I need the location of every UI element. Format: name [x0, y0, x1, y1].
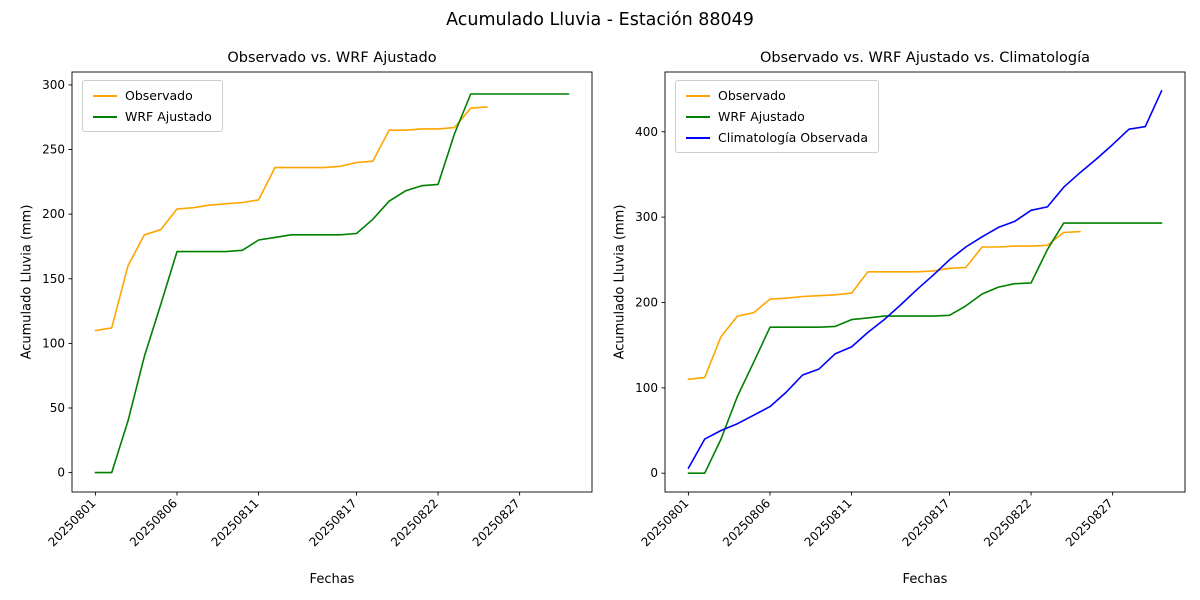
series-line-climatolog-a-observada [687, 90, 1163, 469]
x-tick-label: 20250801 [638, 496, 691, 549]
right-chart-xlabel: Fechas [902, 572, 948, 587]
legend-label: WRF Ajustado [125, 109, 212, 124]
legend-item: WRF Ajustado [686, 109, 868, 124]
legend-label: Climatología Observada [718, 130, 868, 145]
x-tick-label: 20250811 [802, 496, 855, 549]
legend-line-sample [93, 115, 117, 118]
axes-frame [664, 71, 1186, 493]
legend-line-sample [93, 94, 117, 97]
x-tick-label: 20250822 [981, 496, 1034, 549]
y-tick-label: 200 [635, 295, 658, 309]
x-tick-label: 20250817 [900, 496, 953, 549]
y-tick-label: 300 [635, 210, 658, 224]
x-tick-label: 20250822 [388, 496, 441, 549]
x-tick-label: 20250817 [307, 496, 360, 549]
legend-label: WRF Ajustado [718, 109, 805, 124]
legend-line-sample [686, 115, 710, 118]
left-chart-xlabel: Fechas [309, 572, 355, 587]
x-tick-label: 20250827 [1063, 496, 1116, 549]
x-tick-label: 20250806 [127, 496, 180, 549]
y-tick-label: 150 [42, 272, 65, 286]
legend-item: Climatología Observada [686, 130, 868, 145]
y-tick-label: 100 [42, 336, 65, 350]
series-line-wrf-ajustado [94, 93, 570, 474]
x-tick-label: 20250801 [45, 496, 98, 549]
x-tick-label: 20250806 [720, 496, 773, 549]
y-tick-label: 400 [635, 125, 658, 139]
series-line-wrf-ajustado [687, 222, 1163, 475]
series-line-observado [687, 230, 1081, 381]
legend-line-sample [686, 136, 710, 139]
y-tick-label: 250 [42, 143, 65, 157]
y-tick-label: 100 [635, 381, 658, 395]
y-tick-label: 0 [650, 466, 658, 480]
series-line-observado [94, 106, 488, 332]
left-chart-ylabel: Acumulado Lluvia (mm) [19, 204, 35, 360]
y-tick-label: 50 [50, 401, 65, 415]
figure-title: Acumulado Lluvia - Estación 88049 [446, 10, 754, 30]
left-chart-legend: Observado WRF Ajustado [82, 80, 223, 132]
legend-item: Observado [93, 88, 212, 103]
right-chart-title: Observado vs. WRF Ajustado vs. Climatolo… [760, 50, 1090, 66]
y-tick-label: 300 [42, 78, 65, 92]
right-chart-ylabel: Acumulado Lluvia (mm) [612, 204, 628, 360]
left-chart-title: Observado vs. WRF Ajustado [227, 50, 437, 66]
legend-label: Observado [125, 88, 193, 103]
legend-label: Observado [718, 88, 786, 103]
x-tick-label: 20250811 [209, 496, 262, 549]
y-tick-label: 0 [57, 466, 65, 480]
legend-line-sample [686, 94, 710, 97]
y-tick-label: 200 [42, 207, 65, 221]
right-chart-legend: Observado WRF Ajustado Climatología Observ… [675, 80, 879, 153]
axes-frame [71, 71, 593, 493]
legend-item: Observado [686, 88, 868, 103]
legend-item: WRF Ajustado [93, 109, 212, 124]
x-tick-label: 20250827 [470, 496, 523, 549]
